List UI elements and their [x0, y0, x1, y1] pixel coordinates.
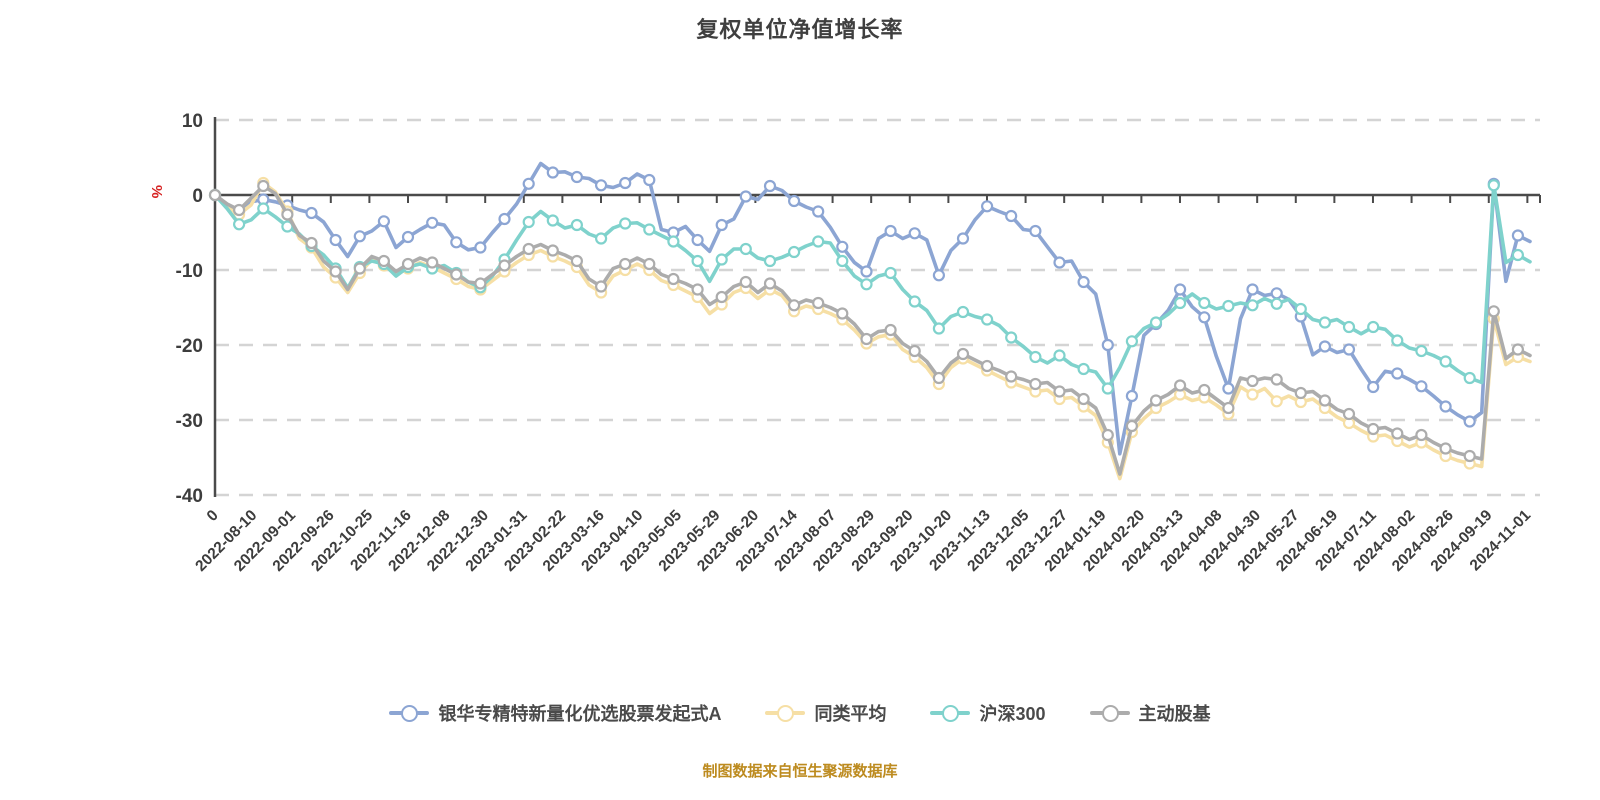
series-1-line	[208, 176, 1532, 481]
svg-text:-40: -40	[176, 486, 203, 507]
svg-text:-10: -10	[176, 261, 203, 282]
y-axis-labels: 10 0 -10 -20 -30 -40	[176, 111, 203, 507]
legend: 银华专精特新量化优选股票发起式A 同类平均 沪深300 主动股基	[0, 700, 1600, 726]
line-circle-marker-icon	[930, 705, 971, 722]
svg-text:-30: -30	[176, 411, 203, 432]
line-circle-marker-icon	[765, 705, 806, 722]
gridlines	[215, 118, 1540, 497]
line-circle-marker-icon	[1089, 705, 1130, 722]
y-axis-unit-label: %	[148, 185, 165, 198]
x-axis-labels: 02022-08-102022-09-012022-09-262022-10-2…	[192, 507, 1534, 575]
legend-label: 银华专精特新量化优选股票发起式A	[438, 704, 722, 724]
legend-item-csi300[interactable]: 沪深300	[930, 700, 1046, 726]
axes	[213, 117, 1541, 497]
svg-text:0: 0	[204, 507, 222, 525]
svg-text:10: 10	[182, 111, 203, 132]
legend-item-category-average[interactable]: 同类平均	[765, 700, 886, 726]
legend-item-active-equity-funds[interactable]: 主动股基	[1089, 700, 1211, 726]
legend-label: 同类平均	[814, 704, 887, 724]
legend-item-fund-a[interactable]: 银华专精特新量化优选股票发起式A	[389, 700, 721, 726]
series-3-line	[208, 179, 1532, 476]
svg-text:-20: -20	[176, 336, 203, 357]
svg-text:0: 0	[192, 186, 203, 207]
data-source-caption: 制图数据来自恒生聚源数据库	[702, 763, 898, 780]
legend-label: 沪深300	[979, 704, 1046, 724]
series-2-line	[208, 179, 1532, 395]
series-0-line	[208, 161, 1532, 456]
line-circle-marker-icon	[389, 705, 430, 722]
chart-canvas: 10 0 -10 -20 -30 -40% 02022-08-102022-09-01202…	[148, 111, 1541, 575]
chart-title: 复权单位净值增长率	[696, 17, 904, 42]
legend-label: 主动股基	[1138, 704, 1211, 724]
